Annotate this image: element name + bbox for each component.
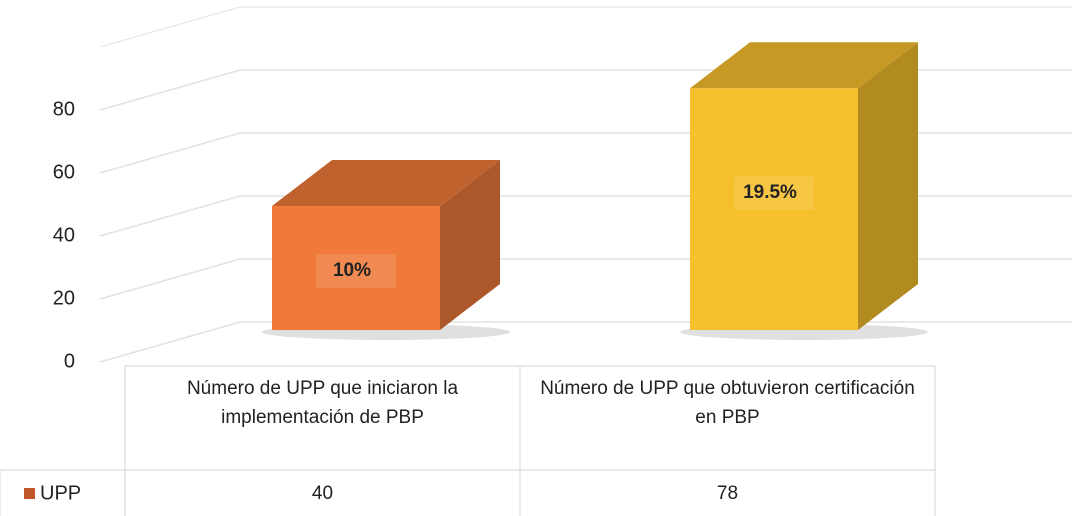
bar xyxy=(272,206,440,330)
annotation-bg xyxy=(316,254,396,288)
annotation: 19.5% xyxy=(743,182,797,203)
grid-line xyxy=(99,195,1072,237)
table-value: 78 xyxy=(716,483,739,504)
legend-marker xyxy=(24,488,35,499)
y-tick-label: 20 xyxy=(53,287,75,309)
bar-side xyxy=(440,160,500,330)
table-value: 40 xyxy=(311,483,334,504)
bar-top xyxy=(690,42,918,89)
bar-top xyxy=(272,160,500,206)
y-tick-label: 80 xyxy=(53,98,75,120)
grid-line xyxy=(99,321,1072,363)
y-tick-label: 0 xyxy=(64,350,75,372)
bar-side xyxy=(858,42,918,330)
bar xyxy=(690,88,858,330)
grid-line xyxy=(99,132,1072,174)
grid-line xyxy=(99,258,1072,300)
x-tick-label: Número de UPP que iniciaron la implement… xyxy=(186,378,459,428)
y-tick-label: 40 xyxy=(53,224,75,246)
wall-edge xyxy=(99,6,241,48)
annotation: 10% xyxy=(333,260,371,281)
annotation-bg xyxy=(734,176,814,211)
y-tick-label: 60 xyxy=(53,161,75,183)
grid-line xyxy=(99,69,1072,111)
legend-label: UPP xyxy=(40,482,81,504)
x-tick-label: Número de UPP que obtuvieron certificaci… xyxy=(540,378,915,428)
